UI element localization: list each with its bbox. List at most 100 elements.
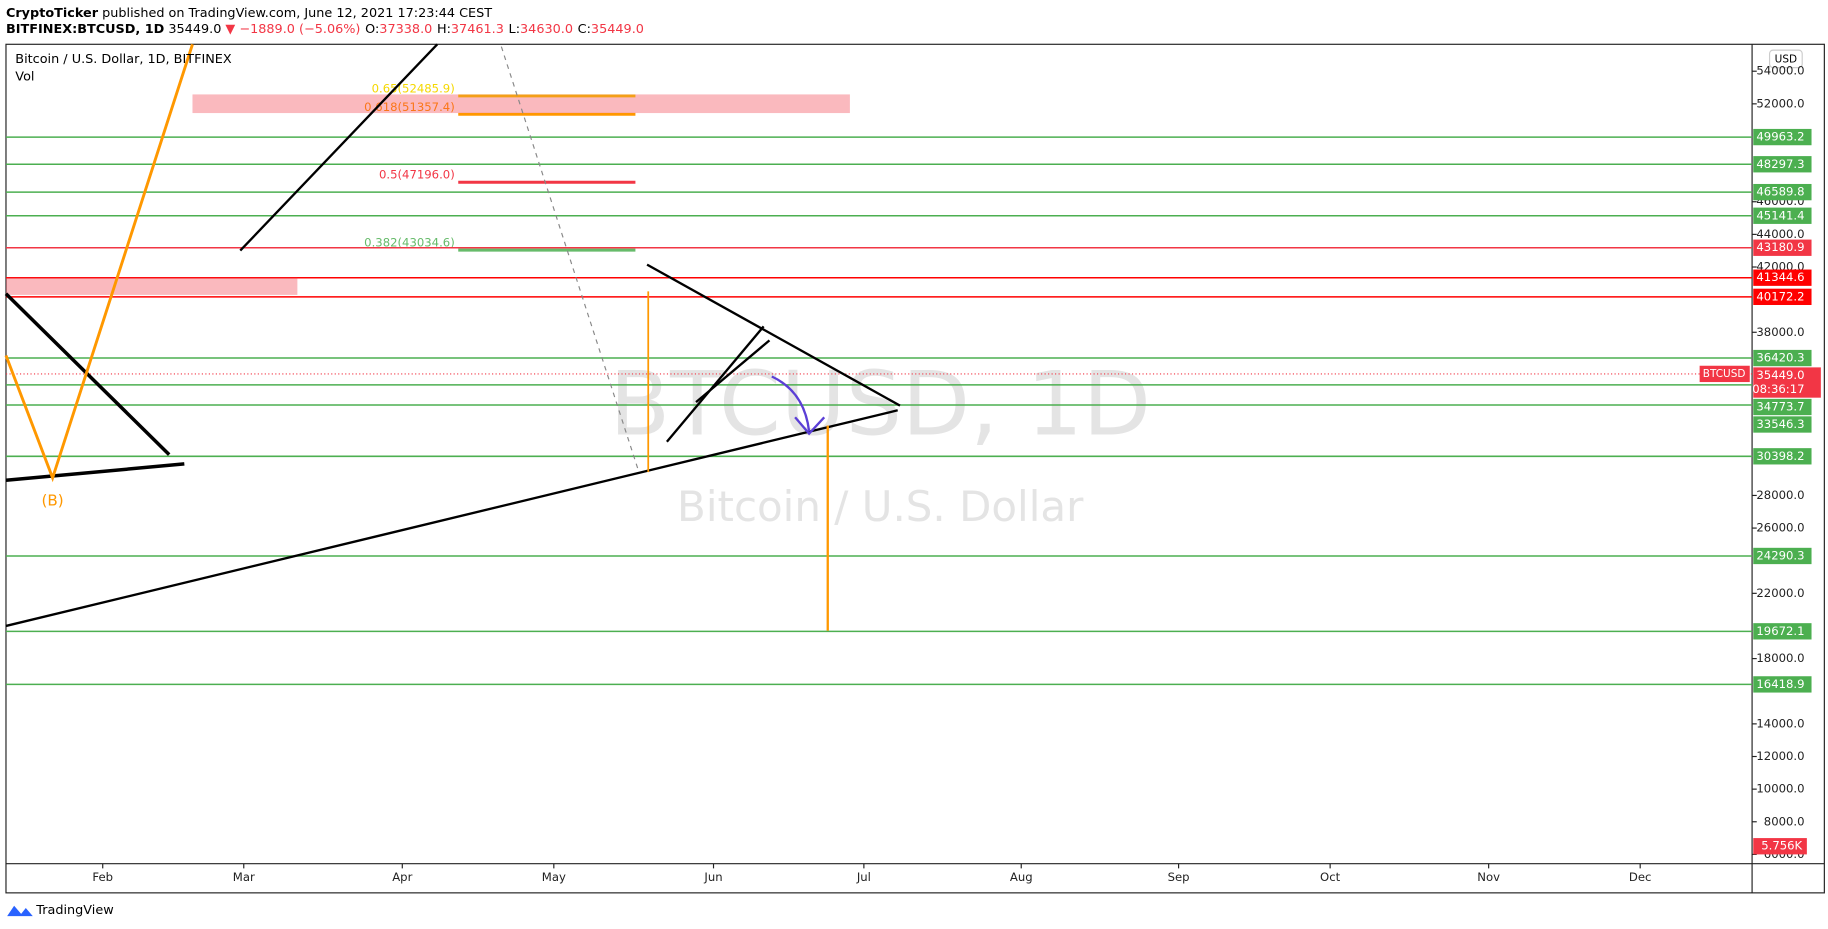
level-label: 24290.3 [1756, 548, 1804, 562]
x-tick-label: May [542, 870, 566, 884]
level-label: 33546.3 [1756, 417, 1804, 431]
level-tag [1753, 183, 1812, 201]
level-label: 40172.2 [1756, 289, 1804, 303]
supply-zone [5, 277, 298, 295]
header-line: CryptoTicker published on TradingView.co… [6, 5, 492, 20]
y-tick-label: 18000.0 [1756, 651, 1804, 665]
x-tick-label: Apr [392, 870, 412, 884]
level-label: 34773.7 [1756, 400, 1804, 414]
y-tick-label: 12000.0 [1756, 749, 1804, 763]
level-label: 16418.9 [1756, 677, 1804, 691]
fib-label: 0.382(43034.6) [364, 236, 455, 250]
x-tick-label: Feb [92, 870, 113, 884]
level-tag [1753, 623, 1812, 640]
y-tick-label: 54000.0 [1756, 64, 1804, 78]
fib-label: 0.618(51357.4) [364, 100, 455, 114]
level-label: 45141.4 [1756, 208, 1804, 222]
level-label: 43180.9 [1756, 240, 1804, 254]
level-tag [1753, 156, 1812, 173]
wave-label: (B) [42, 492, 64, 510]
chart-title: Bitcoin / U.S. Dollar, 1D, BITFINEX [15, 52, 232, 67]
ohlc-key: L: [509, 22, 520, 37]
y-tick-label: 14000.0 [1756, 716, 1804, 730]
symbol-tag [1699, 365, 1750, 383]
level-tag [1753, 207, 1812, 224]
level-label: 48297.3 [1756, 157, 1804, 171]
level-tag [1753, 448, 1812, 465]
drawings [4, 43, 901, 628]
change: ▼ −1889.0 (−5.06%) [225, 22, 360, 37]
y-tick-label: 28000.0 [1756, 488, 1804, 502]
ohlc-key: C: [578, 22, 591, 37]
ohlc-value: 37338.0 [379, 22, 432, 37]
last-price-tag [1753, 367, 1821, 398]
countdown: 08:36:17 [1752, 382, 1804, 396]
level-tag [1753, 128, 1812, 146]
ohlc-value: 34630.0 [520, 22, 573, 37]
trend-line [695, 339, 771, 404]
trend-line [646, 263, 901, 407]
pane-frame [5, 43, 1825, 894]
level-label: 19672.1 [1756, 624, 1804, 638]
level-tag [1753, 547, 1812, 565]
ohlc-key: H: [437, 22, 451, 37]
level-tag [1753, 416, 1812, 433]
wave-line [4, 43, 194, 483]
x-tick-label: Jun [703, 870, 722, 884]
y-tick-label: 52000.0 [1756, 96, 1804, 110]
x-tick-label: Sep [1168, 870, 1190, 884]
currency[interactable]: USD [1775, 53, 1797, 65]
watermark-subtitle: Bitcoin / U.S. Dollar [677, 482, 1084, 531]
supply-zone [192, 94, 850, 114]
trend-line [665, 325, 765, 443]
x-tick-label: Mar [233, 870, 255, 884]
y-tick-label: 38000.0 [1756, 325, 1804, 339]
level-label: 49963.2 [1756, 130, 1804, 144]
y-tick-label: 44000.0 [1756, 227, 1804, 241]
levels-layer: 0.65(52485.9) 0.618(51357.4) 0.5(47196.0) 0… [5, 81, 1753, 686]
x-tick-label: Dec [1629, 870, 1652, 884]
symbol: BITFINEX:BTCUSD, 1D [6, 22, 164, 37]
x-tick-label: Jul [856, 870, 871, 884]
indicator: Vol [15, 69, 34, 84]
x-tick-label: Oct [1320, 870, 1341, 884]
level-tag [1753, 349, 1812, 367]
y-tick-label: 10000.0 [1756, 782, 1804, 796]
level-tag [1753, 398, 1812, 416]
ohlc-value: 37461.3 [451, 22, 504, 37]
symbol-label: BTCUSD [1703, 368, 1746, 380]
level-label: 36420.3 [1756, 351, 1804, 365]
ohlc-key: O: [365, 22, 379, 37]
last-price-label: 35449.0 [1756, 368, 1804, 382]
symbol-line: BITFINEX:BTCUSD, 1D 35449.0 ▼ −1889.0 (−… [6, 22, 644, 37]
volume-tag [1753, 838, 1807, 855]
x-tick-label: Aug [1010, 870, 1033, 884]
ohlc-value: 35449.0 [591, 22, 644, 37]
arrow [771, 375, 811, 432]
currency-button[interactable] [1768, 49, 1803, 69]
y-tick-label: 26000.0 [1756, 521, 1804, 535]
y-tick-label: 8000.0 [1764, 814, 1805, 828]
x-tick-label: Nov [1477, 870, 1500, 884]
trend-line [5, 462, 185, 482]
level-label: 46589.8 [1756, 185, 1804, 199]
level-label: 30398.2 [1756, 449, 1804, 463]
price: 35449.0 [168, 22, 221, 37]
y-tick-label: 22000.0 [1756, 586, 1804, 600]
level-tag [1753, 269, 1812, 286]
trend-line [239, 43, 439, 252]
level-tag [1753, 239, 1812, 256]
published: published on TradingView.com, June 12, 2… [102, 5, 492, 20]
fib-label: 0.65(52485.9) [372, 81, 455, 95]
level-tag [1753, 676, 1812, 693]
level-label: 41344.6 [1756, 270, 1804, 284]
trend-line [5, 409, 898, 628]
publisher: CryptoTicker [6, 5, 99, 20]
volume-label: 5.756K [1761, 839, 1802, 853]
arrow-head [794, 416, 826, 436]
level-tag [1753, 288, 1812, 305]
footer: TradingView [35, 903, 113, 918]
fib-label: 0.5(47196.0) [379, 168, 455, 182]
